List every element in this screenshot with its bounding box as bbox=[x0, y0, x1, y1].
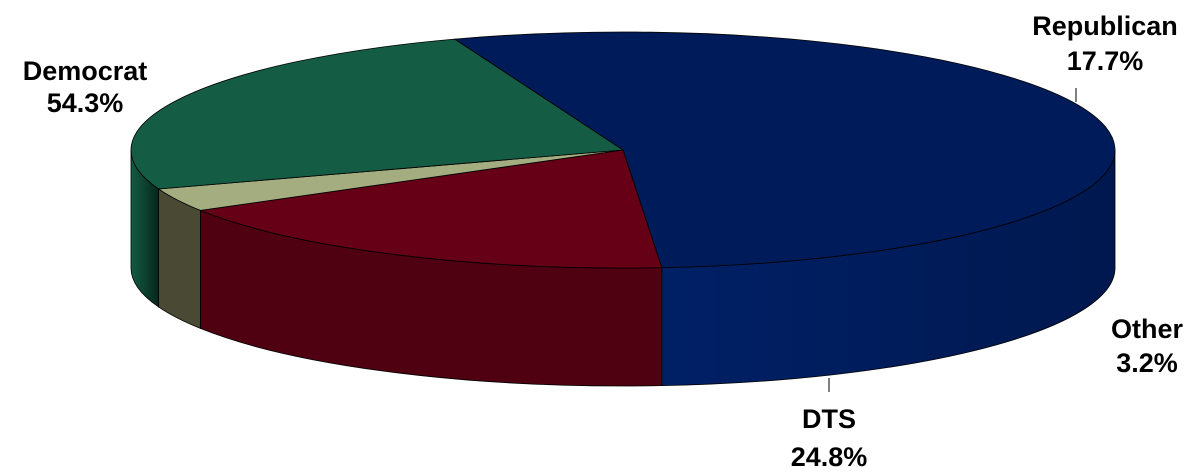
pie-top-faces bbox=[130, 31, 1116, 269]
slice-republican bbox=[198, 149, 663, 269]
slice-value-dts: 24.8% bbox=[791, 442, 868, 472]
slice-side-other bbox=[158, 188, 201, 330]
slice-value-other: 3.2% bbox=[1116, 348, 1178, 378]
slice-dts bbox=[130, 38, 625, 190]
slice-label-other: Other bbox=[1111, 314, 1184, 344]
slice-label-dts: DTS bbox=[802, 404, 856, 434]
slice-label-democrat: Democrat bbox=[23, 56, 148, 86]
slice-democrat bbox=[453, 31, 1116, 269]
slice-value-democrat: 54.3% bbox=[47, 88, 124, 118]
slice-value-republican: 17.7% bbox=[1067, 46, 1144, 76]
pie-side-walls bbox=[130, 149, 1116, 387]
slice-label-republican: Republican bbox=[1032, 11, 1178, 41]
